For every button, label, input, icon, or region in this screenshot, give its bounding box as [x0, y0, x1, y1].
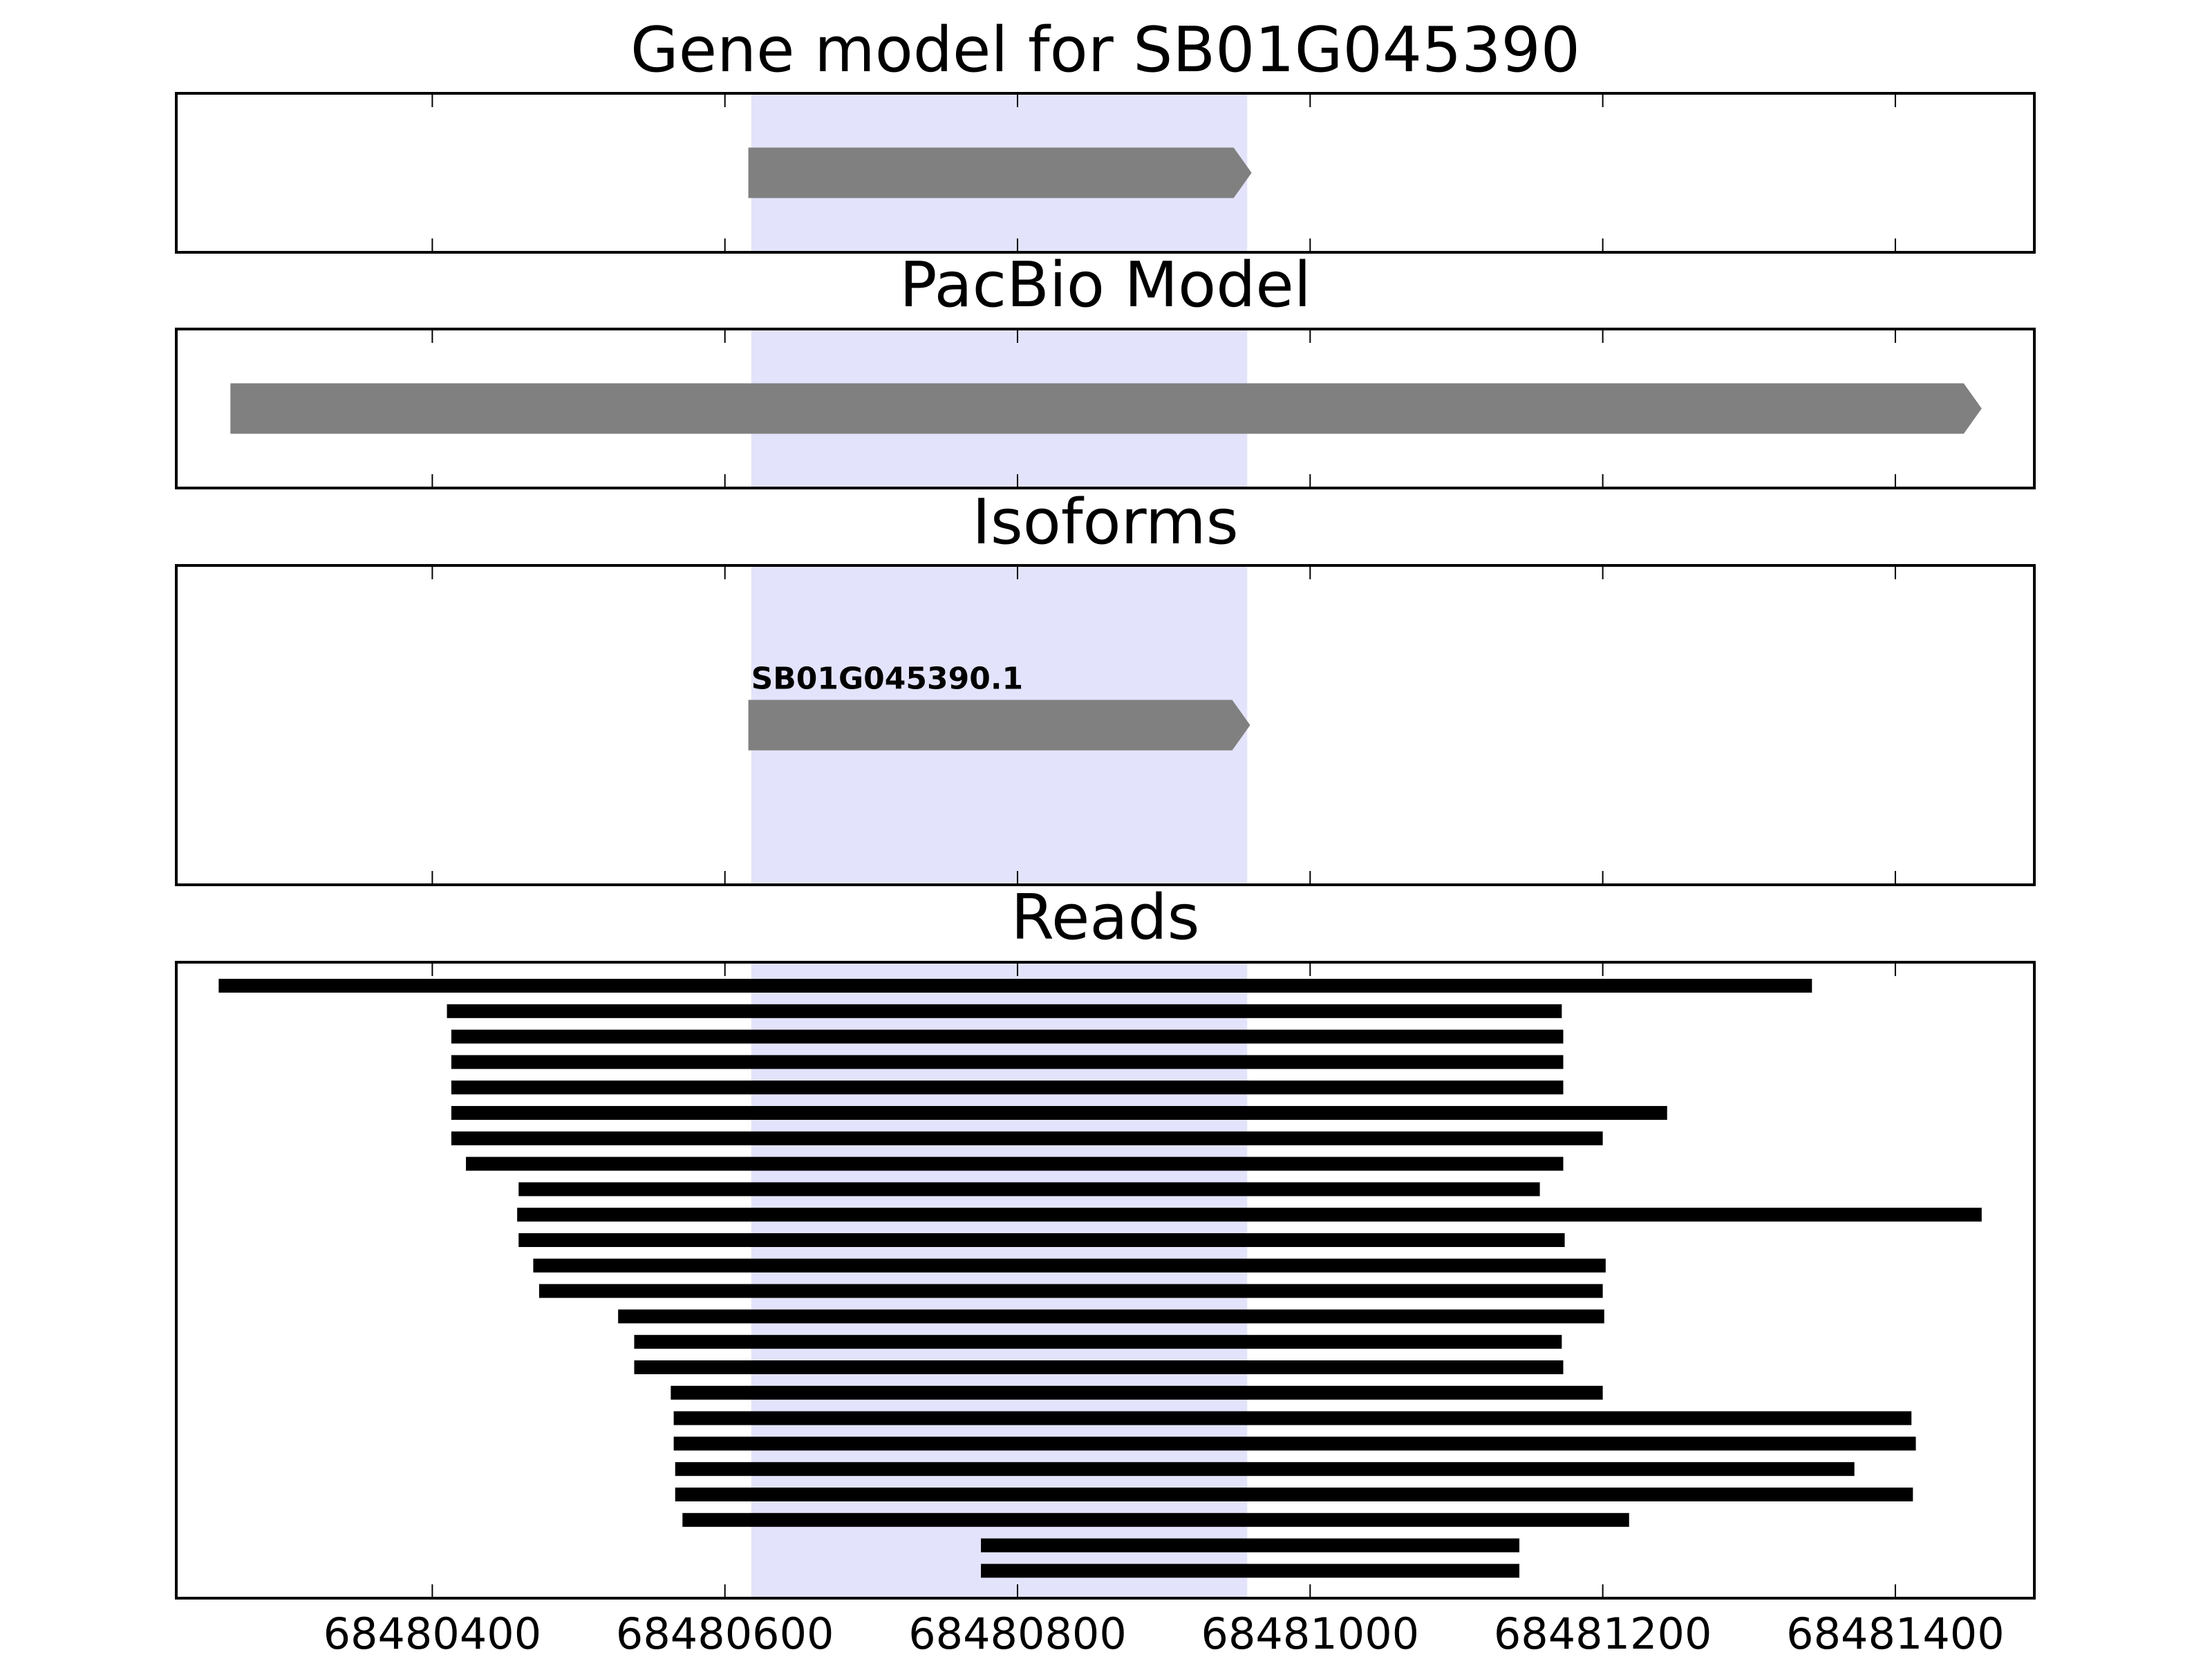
gene-feature [748, 700, 1250, 751]
gene-feature [230, 383, 1982, 434]
panel-frame [175, 564, 2036, 886]
read [981, 1564, 1519, 1578]
read [675, 1462, 1855, 1477]
read [451, 1055, 1564, 1069]
read [447, 1004, 1562, 1018]
x-tick-label: 68481000 [1201, 1609, 1420, 1659]
read [981, 1538, 1519, 1553]
read [675, 1488, 1913, 1501]
read [218, 979, 1812, 993]
read [466, 1156, 1564, 1171]
feature-label: SB01G045390.1 [751, 662, 1024, 697]
x-tick-label: 68480400 [324, 1609, 542, 1659]
panel-frame [175, 92, 2036, 254]
panel-frame [175, 961, 2036, 1600]
read [518, 1182, 1540, 1197]
read [533, 1258, 1606, 1273]
panel-title: Gene model for SB01G045390 [630, 14, 1580, 86]
x-tick-label: 68480600 [616, 1609, 834, 1659]
read [671, 1385, 1603, 1400]
read [538, 1284, 1603, 1298]
read [682, 1512, 1629, 1527]
x-tick-label: 68480800 [908, 1609, 1127, 1659]
read [634, 1335, 1562, 1349]
read [517, 1208, 1982, 1222]
read [673, 1436, 1916, 1451]
read [673, 1411, 1912, 1425]
panel-title: Isoforms [972, 486, 1238, 559]
read [634, 1360, 1564, 1374]
read [618, 1309, 1604, 1324]
read [451, 1131, 1603, 1145]
read [451, 1106, 1667, 1120]
read [518, 1233, 1565, 1247]
panel-frame [175, 328, 2036, 489]
panel-title: PacBio Model [899, 249, 1311, 321]
x-tick-label: 68481200 [1494, 1609, 1712, 1659]
gene-feature [748, 147, 1252, 198]
read [451, 1029, 1564, 1044]
panel-title: Reads [1011, 881, 1199, 954]
read [451, 1080, 1564, 1095]
x-tick-label: 68481400 [1786, 1609, 2005, 1659]
